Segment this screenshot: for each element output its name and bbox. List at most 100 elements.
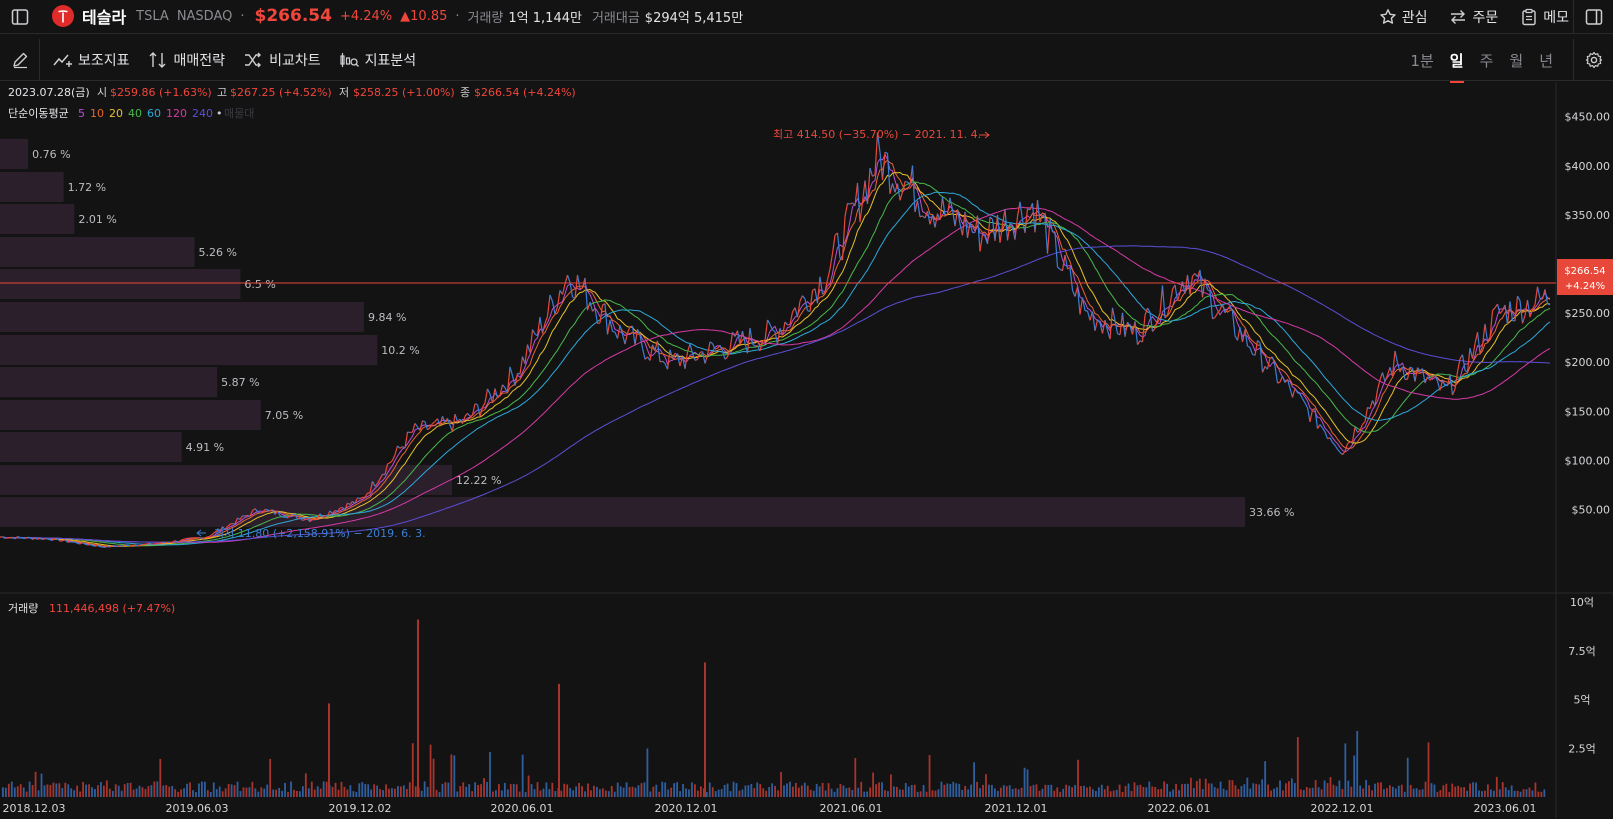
compare-label: 비교차트 — [269, 52, 321, 69]
volume-bar — [973, 762, 975, 797]
ma-legend-hidden[interactable]: 매물대 — [224, 107, 254, 120]
price-segment — [982, 233, 986, 237]
volume-bar — [1528, 787, 1531, 797]
ma-legend-item[interactable]: 60 — [147, 107, 161, 120]
ma-legend-item[interactable]: 40 — [128, 107, 142, 120]
volume-bar — [1160, 788, 1163, 797]
price-segment — [739, 330, 744, 345]
period-month[interactable]: 월 — [1509, 51, 1524, 70]
volume-bar — [747, 785, 750, 797]
volume-bar — [382, 790, 384, 797]
price-segment — [174, 540, 178, 543]
tesla-logo — [52, 5, 74, 27]
volume-bar — [1181, 784, 1183, 797]
volume-bar — [673, 783, 676, 797]
volume-bar — [738, 790, 741, 797]
period-week[interactable]: 주 — [1479, 51, 1494, 70]
price-segment — [371, 481, 376, 487]
price-segment — [147, 542, 151, 545]
volume-bar — [1094, 790, 1097, 797]
volume-value: 1억 1,144만 — [508, 10, 582, 26]
price-segment — [539, 316, 544, 334]
price-segment — [781, 321, 786, 336]
volume-bar — [257, 791, 260, 797]
price-chart[interactable]: 0.76 % 1.72 % 2.01 % 5.26 % 6.5 % 9.84 % 10.2 … — [0, 82, 1613, 818]
price-segment — [284, 516, 288, 519]
volume-bar — [227, 783, 230, 797]
ma-legend-item[interactable]: 5 — [78, 107, 85, 120]
price-segment — [446, 418, 451, 426]
settings-gear-icon[interactable] — [1573, 39, 1613, 81]
price-segment — [829, 253, 834, 270]
volume-bar — [1421, 789, 1424, 797]
volume-bar — [1106, 785, 1109, 797]
price-segment — [1221, 303, 1226, 314]
price-segment — [802, 295, 806, 300]
volume-bar — [1522, 789, 1525, 797]
price-segment — [926, 211, 931, 225]
compare-button[interactable]: 비교차트 — [243, 50, 321, 70]
volume-profile-bar — [0, 400, 261, 430]
volume-bar — [316, 786, 319, 797]
price-segment — [1299, 393, 1304, 399]
period-day[interactable]: 일 — [1449, 51, 1464, 83]
price-segment — [929, 214, 934, 225]
price-segment — [796, 301, 801, 318]
price-segment — [1441, 380, 1446, 386]
volume-bar — [610, 785, 613, 797]
volume-bar — [111, 790, 114, 797]
price-segment — [1471, 343, 1476, 359]
volume-bar — [1187, 783, 1189, 797]
volume-bar — [441, 783, 444, 797]
memo-button[interactable]: 메모 — [1520, 7, 1569, 27]
price-segment — [1169, 289, 1174, 305]
price-segment — [1526, 299, 1531, 318]
price-segment — [772, 329, 776, 332]
volume-bar — [1053, 790, 1056, 797]
price-segment — [1229, 305, 1234, 312]
period-1min[interactable]: 1분 — [1410, 51, 1434, 70]
panel-toggle-icon[interactable] — [1573, 0, 1613, 34]
order-button[interactable]: 주문 — [1449, 7, 1498, 27]
price-segment — [1417, 367, 1421, 372]
ma-legend[interactable]: 5 10 20 40 60 120 240 • 매물대 — [78, 107, 254, 120]
volume-bar — [1204, 778, 1207, 797]
price-segment — [911, 165, 916, 213]
volume-bar — [299, 791, 301, 797]
volume-bar — [1430, 783, 1433, 797]
star-icon — [1379, 8, 1397, 26]
price-segment — [1344, 443, 1349, 452]
price-segment — [1446, 374, 1451, 386]
price-segment — [1149, 312, 1154, 332]
volume-bar — [988, 784, 990, 797]
period-year[interactable]: 년 — [1539, 51, 1553, 70]
price-segment — [1484, 323, 1489, 342]
price-segment — [709, 341, 713, 344]
ma-legend-item[interactable]: 240 — [192, 107, 213, 120]
price-segment — [461, 416, 466, 424]
ma-legend-item[interactable]: 10 — [90, 107, 104, 120]
volume-bar — [1020, 787, 1023, 797]
ma-legend-item[interactable]: 20 — [109, 107, 123, 120]
volume-bar — [334, 782, 337, 797]
strategy-button[interactable]: 매매전략 — [148, 50, 225, 70]
volume-bar — [483, 778, 485, 797]
price-segment — [544, 316, 549, 324]
volume-bar — [872, 772, 875, 797]
price-segment — [1057, 266, 1061, 270]
volume-bar — [1216, 788, 1219, 797]
volume-bar — [364, 783, 367, 797]
volume-bar — [809, 789, 812, 797]
price-segment — [626, 326, 631, 334]
price-segment — [1201, 278, 1206, 298]
analysis-button[interactable]: 지표분석 — [339, 50, 416, 70]
price-segment — [776, 328, 781, 345]
price-segment — [39, 537, 43, 541]
ma-legend-item[interactable]: 120 — [166, 107, 187, 120]
indicator-button[interactable]: 보조지표 — [52, 50, 130, 70]
watchlist-button[interactable]: 관심 — [1379, 7, 1427, 27]
volume-bar — [964, 786, 967, 797]
sidebar-toggle-icon[interactable] — [0, 0, 40, 34]
volume-bar — [459, 786, 462, 797]
pencil-icon[interactable] — [0, 38, 40, 81]
